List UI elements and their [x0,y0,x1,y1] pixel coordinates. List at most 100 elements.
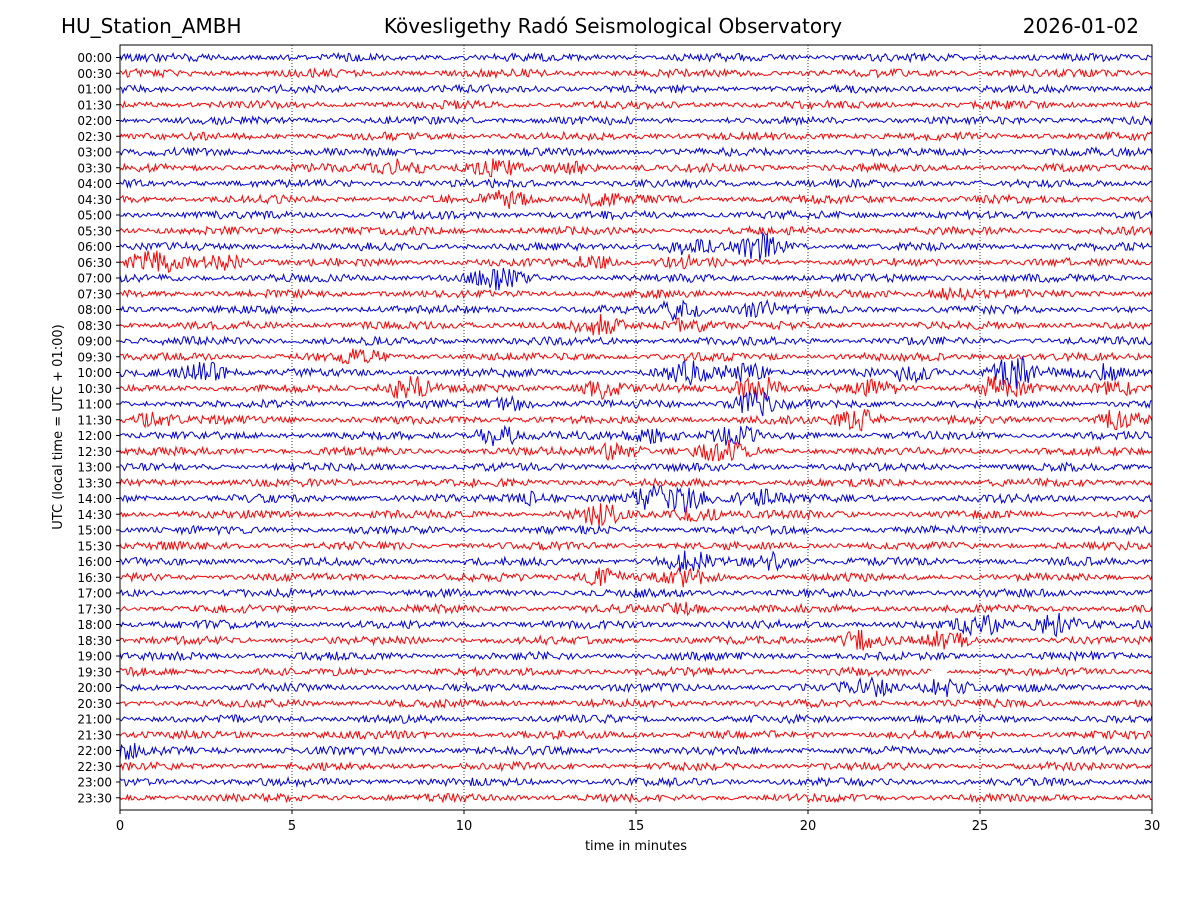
seismogram-trace-0200 [119,114,1153,127]
seismogram-trace-1230 [119,440,1153,462]
row-time-label: 06:30 [77,256,112,270]
seismogram-trace-1930 [119,665,1153,678]
seismogram-trace-0900 [119,335,1153,347]
seismogram-trace-1000 [119,355,1153,389]
row-time-label: 01:30 [77,98,112,112]
x-axis-label: time in minutes [585,839,687,854]
x-tick-label: 0 [116,819,124,834]
seismogram-trace-1300 [119,461,1153,473]
seismogram-trace-0800 [119,298,1153,322]
seismogram-trace-0430 [119,190,1153,209]
row-time-label: 09:00 [77,335,112,349]
y-axis-label: UTC (local time = UTC + 01:00) [51,324,66,529]
x-tick-label: 30 [1144,819,1161,834]
seismogram-trace-1730 [119,601,1153,617]
seismogram-trace-1700 [119,587,1153,599]
seismogram-trace-0300 [119,146,1153,158]
row-time-label: 04:00 [77,177,112,191]
seismogram-trace-2030 [119,697,1153,710]
row-time-label: 03:30 [77,161,112,175]
row-time-label: 10:30 [77,382,112,396]
row-time-label: 14:30 [77,508,112,522]
seismogram-trace-0030 [119,67,1153,80]
row-time-label: 02:30 [77,130,112,144]
station-name: HU_Station_AMBH [61,14,242,38]
seismogram-trace-2330 [119,792,1153,804]
row-time-label: 20:30 [77,697,112,711]
seismogram-trace-1130 [119,409,1153,432]
row-time-label: 12:30 [77,445,112,459]
row-time-label: 22:30 [77,760,112,774]
seismogram-trace-2000 [119,676,1153,698]
seismogram-trace-1200 [119,424,1153,447]
x-tick-label: 20 [800,819,817,834]
seismogram-trace-2130 [119,729,1153,741]
row-time-label: 06:00 [77,240,112,254]
seismogram-trace-0000 [119,51,1153,64]
seismogram-trace-1330 [119,477,1153,489]
seismogram-trace-1430 [119,503,1153,527]
seismogram-trace-1400 [119,484,1153,513]
row-time-label: 16:00 [77,555,112,569]
row-time-label: 11:30 [77,413,112,427]
seismogram-trace-0930 [119,348,1153,365]
x-axis-ticks: 0 5 10 15 20 25 30 [116,810,1160,834]
seismogram-trace-0400 [119,177,1153,189]
row-time-label: 16:30 [77,571,112,585]
seismogram-trace-0100 [119,83,1153,95]
row-time-label: 13:00 [77,461,112,475]
seismogram-trace-0630 [119,250,1153,274]
seismogram-trace-0600 [119,231,1153,261]
row-time-label: 19:30 [77,665,112,679]
x-tick-label: 10 [456,819,473,834]
row-time-label: 12:00 [77,429,112,443]
seismogram-trace-1500 [119,524,1153,537]
row-time-label: 17:00 [77,587,112,601]
observatory-title: Kövesligethy Radó Seismological Observat… [383,14,843,38]
row-time-label: 18:30 [77,634,112,648]
row-time-label: 23:00 [77,776,112,790]
row-time-label: 07:30 [77,287,112,301]
row-time-label: 07:00 [77,272,112,286]
seismogram-trace-2100 [119,713,1153,725]
seismogram-trace-1030 [119,376,1153,401]
x-tick-label: 15 [628,819,645,834]
row-time-label: 15:00 [77,524,112,538]
row-time-label: 15:30 [77,539,112,553]
row-time-label: 14:00 [77,492,112,506]
seismogram-traces [119,51,1153,804]
row-time-label: 01:00 [77,83,112,97]
row-time-label: 05:00 [77,209,112,223]
seismogram-trace-1630 [119,566,1153,588]
seismogram-trace-0530 [119,224,1153,237]
row-time-label: 08:30 [77,319,112,333]
row-time-label: 21:30 [77,728,112,742]
row-time-label: 23:30 [77,791,112,805]
seismogram-trace-1830 [119,629,1153,651]
row-time-label: 00:00 [77,51,112,65]
seismogram-trace-0500 [119,209,1153,221]
seismogram-trace-0130 [119,99,1153,111]
x-tick-label: 5 [288,819,296,834]
seismogram-trace-0330 [119,158,1153,178]
seismogram-trace-1800 [119,612,1153,638]
row-time-label: 18:00 [77,618,112,632]
row-time-label: 09:30 [77,350,112,364]
seismogram-trace-2230 [119,760,1153,773]
seismogram-trace-1100 [119,390,1153,417]
row-time-label: 04:30 [77,193,112,207]
row-time-label: 00:30 [77,67,112,81]
row-time-label: 10:00 [77,366,112,380]
row-time-label: 19:00 [77,650,112,664]
row-time-label: 20:00 [77,681,112,695]
row-time-label: 02:00 [77,114,112,128]
row-time-label: 03:00 [77,146,112,160]
seismogram-trace-1900 [119,650,1153,663]
seismogram-trace-2200 [119,742,1153,760]
seismogram-trace-0230 [119,130,1153,143]
row-time-label: 05:30 [77,224,112,238]
row-time-label: 13:30 [77,476,112,490]
row-time-label: 11:00 [77,398,112,412]
record-date: 2026-01-02 [1022,14,1139,38]
